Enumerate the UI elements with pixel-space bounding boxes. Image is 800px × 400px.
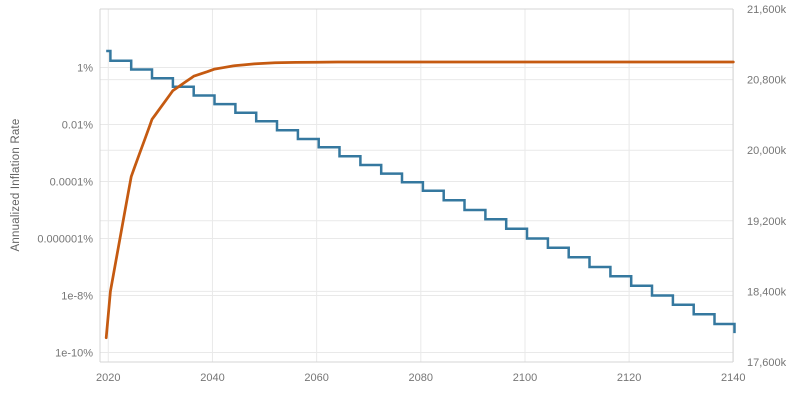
- x-axis-tick-label: 2120: [617, 372, 641, 384]
- right-axis-tick-label: 18,400k: [747, 286, 787, 298]
- left-axis-tick-label: 1e-8%: [61, 291, 93, 303]
- x-axis-tick-label: 2060: [304, 372, 328, 384]
- x-axis-tick-label: 2040: [200, 372, 224, 384]
- x-axis-tick-label: 2020: [96, 372, 120, 384]
- right-axis-tick-label: 21,600k: [747, 4, 787, 16]
- right-axis-tick-label: 20,800k: [747, 75, 787, 87]
- left-axis-tick-label: 0.000001%: [37, 234, 93, 246]
- right-axis-tick-label: 17,600k: [747, 357, 787, 369]
- right-axis-tick-label: 20,000k: [747, 145, 787, 157]
- x-axis-tick-label: 2080: [409, 372, 433, 384]
- left-axis-tick-label: 1%: [77, 63, 93, 75]
- left-axis-tick-label: 0.0001%: [50, 177, 94, 189]
- x-axis-tick-label: 2140: [721, 372, 745, 384]
- left-axis-tick-label: 1e-10%: [55, 348, 93, 360]
- total-supply-line: [104, 60, 735, 340]
- x-axis-tick-label: 2100: [513, 372, 537, 384]
- left-axis-title: Annualized Inflation Rate: [10, 118, 22, 252]
- inflation-rate-line: [106, 49, 736, 334]
- left-axis-tick-label: 0.01%: [62, 120, 93, 132]
- right-axis-tick-label: 19,200k: [747, 216, 787, 228]
